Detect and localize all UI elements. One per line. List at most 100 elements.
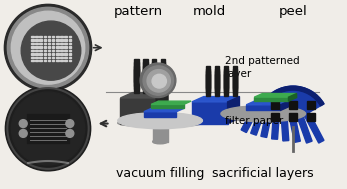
Ellipse shape bbox=[221, 112, 306, 120]
Bar bbox=[31, 36, 34, 37]
Bar bbox=[35, 46, 38, 48]
Bar bbox=[40, 60, 42, 61]
Ellipse shape bbox=[153, 139, 168, 144]
Bar bbox=[60, 39, 63, 41]
Bar bbox=[35, 36, 38, 37]
Bar bbox=[224, 74, 228, 96]
Bar bbox=[65, 39, 67, 41]
Bar bbox=[134, 62, 138, 86]
Bar bbox=[60, 60, 63, 61]
Polygon shape bbox=[280, 101, 288, 111]
Bar bbox=[233, 71, 237, 93]
Polygon shape bbox=[151, 101, 191, 104]
Bar bbox=[65, 57, 67, 58]
Bar bbox=[35, 60, 38, 61]
Bar bbox=[233, 74, 237, 96]
Bar bbox=[40, 53, 42, 55]
Circle shape bbox=[19, 129, 27, 137]
Bar bbox=[143, 69, 147, 93]
Polygon shape bbox=[254, 94, 297, 97]
Bar bbox=[48, 53, 50, 55]
Bar bbox=[134, 69, 138, 93]
Bar bbox=[161, 66, 166, 89]
Bar bbox=[52, 43, 54, 44]
Polygon shape bbox=[151, 104, 184, 108]
Bar bbox=[31, 53, 34, 55]
Circle shape bbox=[19, 120, 27, 128]
Bar bbox=[224, 69, 228, 90]
Polygon shape bbox=[228, 97, 239, 124]
Bar bbox=[35, 43, 38, 44]
Bar bbox=[48, 36, 50, 37]
Bar bbox=[65, 53, 67, 55]
Bar bbox=[289, 101, 297, 109]
Bar bbox=[40, 39, 42, 41]
Bar bbox=[56, 57, 59, 58]
Bar bbox=[60, 46, 63, 48]
Bar bbox=[65, 36, 67, 37]
Bar bbox=[152, 59, 156, 82]
Polygon shape bbox=[192, 97, 239, 102]
Bar bbox=[215, 69, 219, 90]
Bar bbox=[134, 59, 138, 82]
Circle shape bbox=[21, 21, 81, 80]
Bar bbox=[44, 50, 46, 51]
Bar bbox=[152, 69, 156, 93]
Bar bbox=[143, 62, 147, 86]
Bar bbox=[56, 43, 59, 44]
Bar bbox=[215, 71, 219, 93]
Bar bbox=[31, 57, 34, 58]
Ellipse shape bbox=[118, 119, 202, 127]
Ellipse shape bbox=[147, 70, 170, 92]
Circle shape bbox=[7, 7, 89, 88]
Bar bbox=[52, 46, 54, 48]
Bar bbox=[251, 107, 266, 135]
Bar bbox=[161, 62, 166, 86]
Bar bbox=[65, 46, 67, 48]
Polygon shape bbox=[144, 108, 184, 112]
Polygon shape bbox=[288, 94, 297, 101]
Wedge shape bbox=[262, 86, 324, 122]
Bar bbox=[134, 66, 138, 89]
Bar bbox=[302, 109, 324, 143]
Bar bbox=[65, 43, 67, 44]
Bar bbox=[56, 53, 59, 55]
Bar bbox=[44, 36, 46, 37]
Bar bbox=[27, 114, 69, 143]
Bar bbox=[289, 113, 297, 121]
Circle shape bbox=[11, 92, 85, 165]
Polygon shape bbox=[246, 105, 280, 111]
Polygon shape bbox=[120, 93, 168, 98]
Ellipse shape bbox=[118, 112, 202, 129]
Bar bbox=[60, 50, 63, 51]
Bar bbox=[143, 59, 147, 82]
Bar bbox=[31, 50, 34, 51]
Bar bbox=[31, 39, 34, 41]
Bar bbox=[56, 39, 59, 41]
Bar bbox=[48, 60, 50, 61]
Polygon shape bbox=[156, 93, 168, 124]
Bar bbox=[44, 53, 46, 55]
Bar bbox=[307, 101, 315, 109]
Text: peel: peel bbox=[279, 5, 307, 18]
Bar bbox=[69, 46, 71, 48]
Bar bbox=[44, 39, 46, 41]
Bar bbox=[224, 66, 228, 88]
Bar bbox=[206, 74, 210, 96]
Bar bbox=[40, 57, 42, 58]
Bar bbox=[56, 36, 59, 37]
Bar bbox=[31, 60, 34, 61]
Bar bbox=[40, 43, 42, 44]
Polygon shape bbox=[144, 112, 176, 117]
Bar bbox=[60, 43, 63, 44]
Polygon shape bbox=[246, 101, 288, 105]
Bar bbox=[44, 46, 46, 48]
Text: pattern: pattern bbox=[114, 5, 163, 18]
Bar bbox=[215, 66, 219, 88]
Bar bbox=[40, 50, 42, 51]
Bar bbox=[152, 62, 156, 86]
Circle shape bbox=[11, 11, 85, 84]
Bar bbox=[52, 39, 54, 41]
Bar bbox=[143, 66, 147, 89]
Bar bbox=[152, 66, 156, 89]
